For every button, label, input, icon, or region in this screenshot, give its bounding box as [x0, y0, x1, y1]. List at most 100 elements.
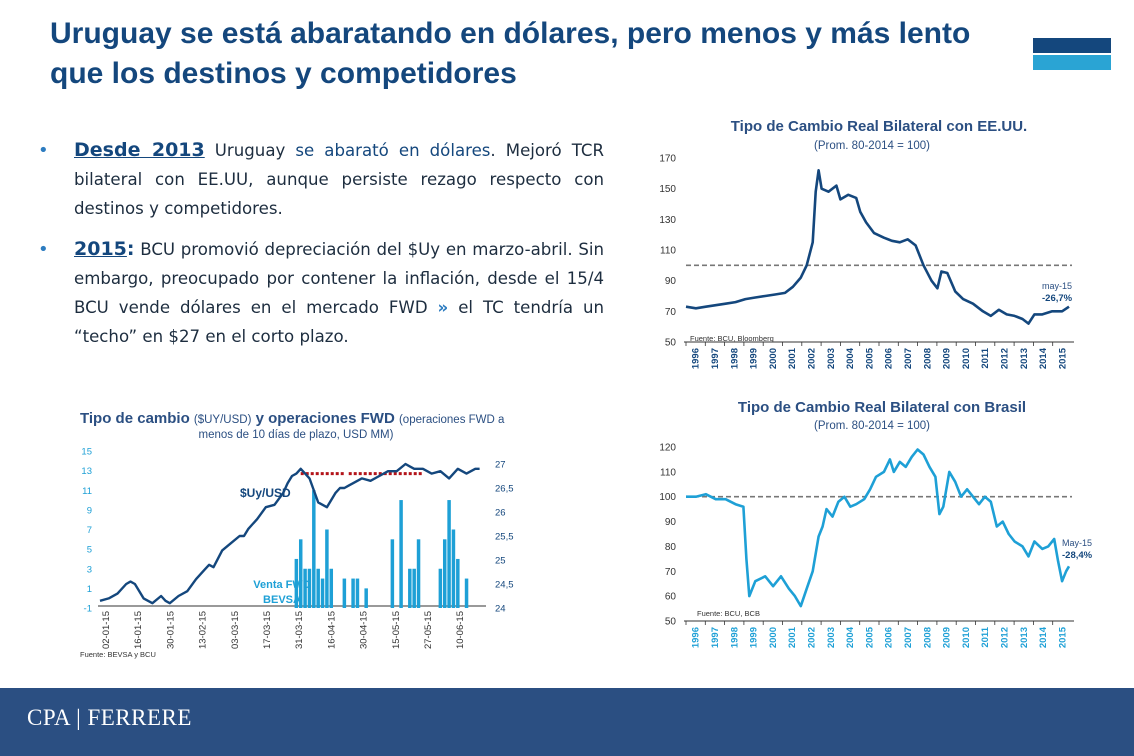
bullet-item-desde-2013: • Desde 2013 Uruguay se abarató en dólar…	[38, 136, 604, 223]
x-tick-label: 2003	[826, 627, 837, 648]
x-tick-label: 2005	[864, 347, 875, 369]
bullet-dot-icon: •	[38, 239, 49, 260]
y-right-tick-label: 26	[495, 508, 506, 519]
chart-subtitle: (Prom. 80-2014 = 100)	[814, 140, 930, 152]
fwd-bar	[342, 578, 347, 608]
fwd-bar	[390, 539, 395, 608]
x-tick-label: 2012	[999, 627, 1010, 648]
y-tick-label: 130	[659, 215, 676, 226]
y-tick-label: 100	[659, 492, 676, 503]
x-tick-label: 1997	[710, 348, 721, 369]
chart-title: Tipo de Cambio Real Bilateral con EE.UU.	[731, 118, 1027, 135]
y-left-tick-label: 13	[81, 466, 92, 477]
footer-logo: CPA | FERRERE	[27, 705, 192, 730]
fwd-bar	[451, 529, 456, 608]
x-tick-label: 1999	[749, 348, 760, 369]
x-tick-label: 2009	[942, 348, 953, 369]
x-tick-label: 2014	[1038, 347, 1049, 369]
x-tick-label: 2010	[961, 627, 972, 648]
x-tick-label: 2003	[826, 348, 837, 369]
x-tick-label: 2007	[903, 627, 914, 648]
x-tick-label: 2015	[1057, 347, 1068, 369]
bullet-dot-icon: •	[38, 140, 49, 161]
x-tick-label: 2001	[787, 626, 798, 648]
x-tick-label: 2002	[806, 348, 817, 369]
x-tick-label: 17-03-15	[262, 611, 273, 649]
annotation-date: may-15	[1042, 281, 1072, 291]
fwd-bar	[312, 490, 316, 608]
bullet-list: • Desde 2013 Uruguay se abarató en dólar…	[38, 136, 604, 363]
x-tick-label: 2008	[922, 348, 933, 369]
x-axis-ticks: 02-01-15 16-01-15 30-01-15 13-02-15 03-03-15…	[101, 611, 466, 649]
bullet-lead: Desde 2013	[74, 139, 205, 161]
x-tick-label: 2002	[806, 627, 817, 648]
fwd-bar	[438, 568, 443, 608]
y-tick-label: 50	[665, 338, 677, 349]
x-tick-label: 2013	[1019, 627, 1030, 648]
y-tick-label: 80	[665, 542, 677, 553]
title-decoration-bar-light	[1033, 55, 1111, 70]
title-part-small: ($UY/USD)	[194, 414, 252, 426]
fwd-bar	[456, 558, 460, 608]
x-tick-label: 1997	[710, 627, 721, 648]
y-left-tick-label: 15	[81, 447, 92, 458]
y-right-tick-label: 26,5	[495, 484, 514, 495]
bullet-text: . Mejoró TCR bilateral con EE.UU, aunque…	[74, 141, 604, 218]
bullet-text: el TC tendría un “techo” en $27 en el co…	[74, 298, 604, 346]
footer-bar: CPA | FERRERE	[0, 688, 1134, 756]
title-part-bold: y operaciones FWD	[251, 410, 399, 427]
bullet-colon: :	[126, 238, 135, 260]
x-tick-label: 1998	[729, 627, 740, 648]
y-axis-ticks: 50 70 90 110 130 150 170	[659, 154, 676, 349]
y-right-tick-label: 27	[495, 460, 506, 471]
y-tick-label: 60	[665, 592, 677, 603]
annotation-change: -28,4%	[1062, 550, 1093, 561]
y-left-tick-label: -1	[84, 604, 92, 615]
x-tick-label: 2015	[1057, 626, 1068, 648]
y-left-tick-label: 9	[87, 505, 92, 516]
x-tick-label: 15-05-15	[391, 611, 402, 649]
fwd-bar	[329, 568, 334, 608]
chart-source: Fuente: BEVSA y BCU	[80, 650, 156, 659]
x-axis-ticks: 1996 1997 1998 1999 2000 2001 2002 2003 2004 2005…	[685, 342, 1068, 369]
x-tick-label: 16-04-15	[326, 611, 337, 649]
x-tick-label: 02-01-15	[101, 611, 112, 649]
x-tick-label: 2004	[845, 347, 856, 369]
x-tick-label: 30-01-15	[165, 611, 176, 649]
chart-title-line2: menos de 10 días de plazo, USD MM)	[199, 429, 394, 441]
series-line-tcr-brasil	[686, 448, 1071, 608]
y-tick-label: 150	[659, 184, 676, 195]
y-left-tick-label: 1	[87, 584, 92, 595]
bullet-text: Uruguay	[204, 141, 296, 160]
fwd-bar	[316, 568, 320, 608]
x-tick-label: 2001	[787, 347, 798, 369]
bullet-lead: 2015	[74, 238, 127, 260]
x-tick-label: 30-04-15	[359, 611, 370, 649]
x-tick-label: 2011	[980, 626, 991, 647]
bar-label-line2: BEVSA	[263, 594, 301, 606]
y-tick-label: 110	[660, 246, 676, 257]
bar-label-line1: Venta FWD	[253, 579, 311, 591]
slide-title: Uruguay se está abaratando en dólares, p…	[50, 17, 971, 90]
fwd-bar	[298, 539, 303, 608]
y-right-axis-ticks: 24 24,5 25 25,5 26 26,5 27	[495, 460, 514, 615]
line-label: $Uy/USD	[240, 486, 291, 500]
chart-title: Tipo de cambio ($UY/USD) y operaciones F…	[80, 410, 505, 427]
fwd-bar	[416, 539, 421, 608]
x-tick-label: 1996	[691, 627, 702, 648]
fwd-bar	[294, 558, 299, 608]
chart-subtitle: (Prom. 80-2014 = 100)	[814, 420, 930, 432]
y-left-tick-label: 11	[82, 486, 92, 497]
x-tick-label: 2014	[1038, 626, 1049, 648]
fwd-bar	[307, 568, 312, 608]
x-tick-label: 2005	[864, 626, 875, 648]
y-right-tick-label: 24	[495, 604, 506, 615]
series-line-tcr-eeuu	[685, 169, 1070, 325]
x-tick-label: 1999	[749, 627, 760, 648]
y-tick-label: 170	[659, 154, 676, 165]
y-tick-label: 70	[665, 567, 677, 578]
y-left-tick-label: 3	[87, 564, 92, 575]
